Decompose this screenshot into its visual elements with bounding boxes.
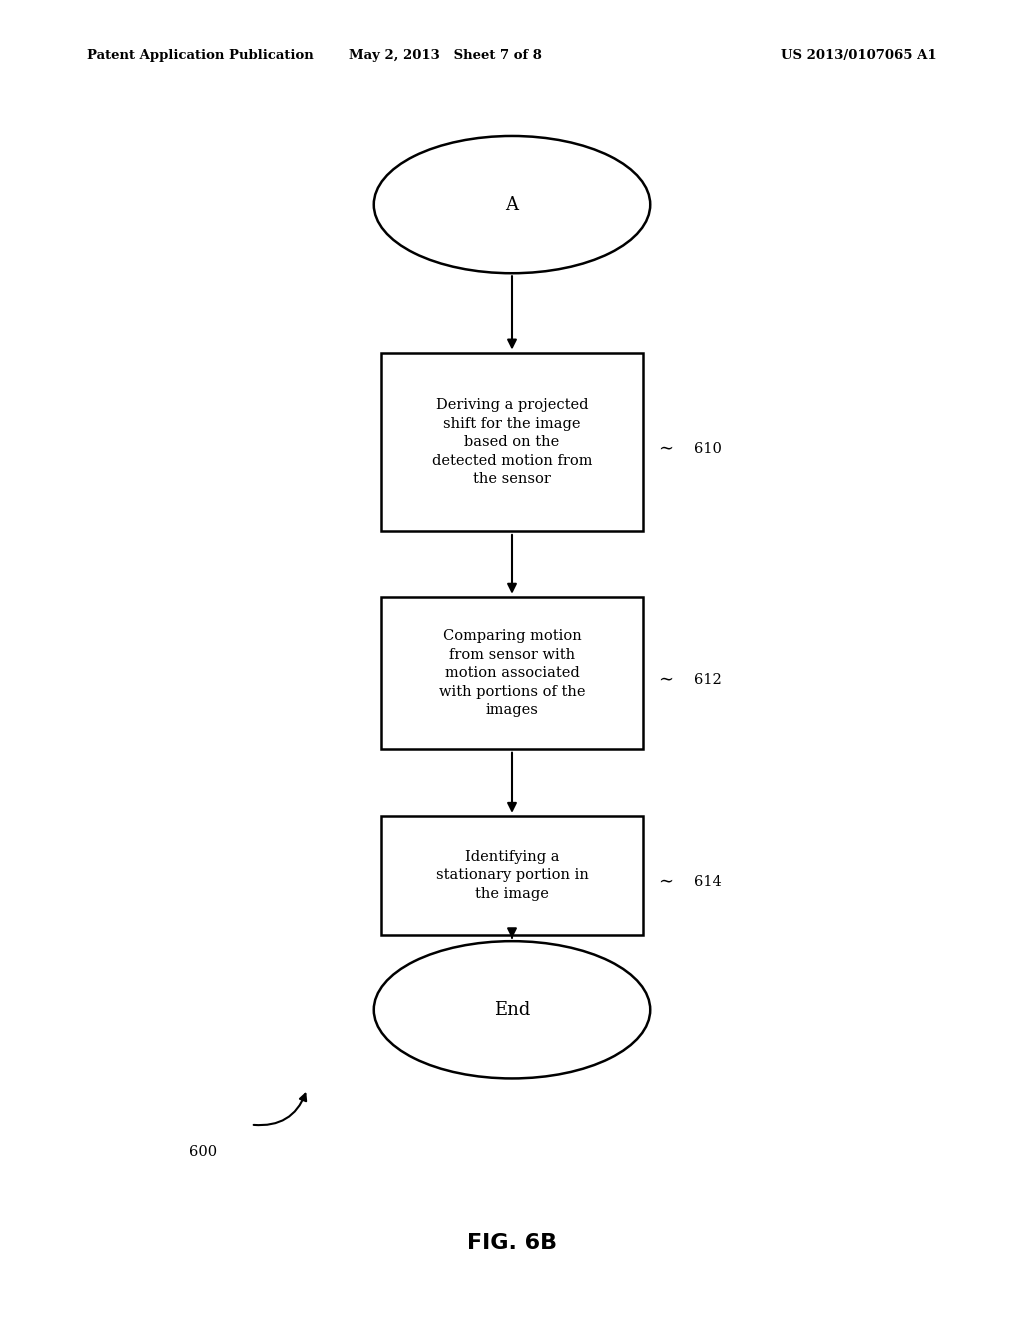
Text: FIG. 6B: FIG. 6B: [467, 1233, 557, 1254]
Text: Comparing motion
from sensor with
motion associated
with portions of the
images: Comparing motion from sensor with motion…: [438, 630, 586, 717]
Text: 614: 614: [694, 875, 722, 888]
Text: 612: 612: [694, 673, 722, 686]
FancyArrowPatch shape: [254, 1094, 306, 1125]
Text: 600: 600: [189, 1146, 217, 1159]
Text: Deriving a projected
shift for the image
based on the
detected motion from
the s: Deriving a projected shift for the image…: [432, 399, 592, 486]
Text: May 2, 2013   Sheet 7 of 8: May 2, 2013 Sheet 7 of 8: [349, 49, 542, 62]
Text: Identifying a
stationary portion in
the image: Identifying a stationary portion in the …: [435, 850, 589, 900]
Text: ∼: ∼: [658, 873, 674, 891]
Bar: [381, 816, 643, 935]
Text: End: End: [494, 1001, 530, 1019]
Text: US 2013/0107065 A1: US 2013/0107065 A1: [781, 49, 937, 62]
Text: 610: 610: [694, 442, 722, 455]
Text: A: A: [506, 195, 518, 214]
Bar: [381, 352, 643, 531]
Text: ∼: ∼: [658, 440, 674, 458]
Bar: [381, 597, 643, 750]
Text: Patent Application Publication: Patent Application Publication: [87, 49, 313, 62]
Text: ∼: ∼: [658, 671, 674, 689]
